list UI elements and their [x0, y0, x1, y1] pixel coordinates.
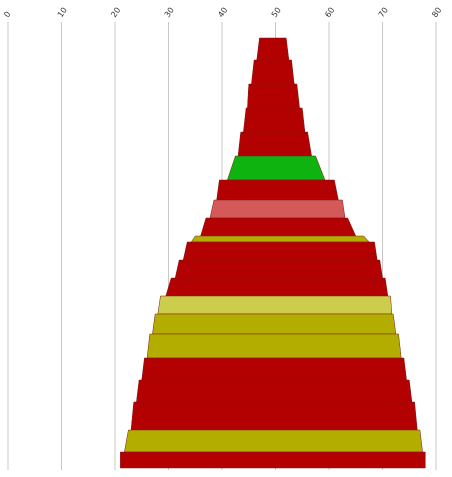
- x-tick-label-40: 40: [216, 6, 229, 20]
- funnel-layer-8: [209, 199, 346, 219]
- x-tick-label-30: 30: [163, 6, 176, 20]
- funnel-layer-11: [182, 241, 378, 261]
- funnel-layer-2: [251, 59, 295, 85]
- x-tick-label-50: 50: [270, 6, 283, 20]
- funnel-layer-6: [227, 155, 326, 181]
- funnel-layers: [120, 37, 426, 469]
- funnel-layer-1: [256, 37, 290, 61]
- funnel-layer-19: [130, 401, 418, 431]
- funnel-layer-7: [216, 179, 339, 201]
- x-tick-label-10: 10: [56, 6, 69, 20]
- funnel-layer-13: [165, 277, 389, 297]
- funnel-layer-21: [120, 451, 426, 469]
- funnel-layer-4: [243, 107, 306, 133]
- funnel-layer-15: [152, 313, 397, 335]
- x-tick-labels: 0 10 20 30 40 50 60 70 80: [2, 6, 443, 20]
- x-tick-label-70: 70: [377, 6, 390, 20]
- funnel-layer-17: [141, 357, 407, 381]
- funnel-layer-16: [146, 333, 402, 359]
- x-tick-label-0: 0: [2, 10, 12, 19]
- x-tick-label-80: 80: [430, 6, 443, 20]
- funnel-layer-3: [247, 83, 300, 109]
- funnel-layer-12: [174, 259, 383, 279]
- funnel-layer-18: [136, 379, 413, 403]
- funnel-layer-10: [190, 235, 370, 243]
- x-tick-label-60: 60: [323, 6, 336, 20]
- funnel-layer-14: [157, 295, 393, 315]
- funnel-layer-20: [124, 429, 423, 453]
- x-tick-label-20: 20: [109, 6, 122, 20]
- funnel-layer-9: [200, 217, 357, 237]
- funnel-layer-5: [237, 131, 312, 157]
